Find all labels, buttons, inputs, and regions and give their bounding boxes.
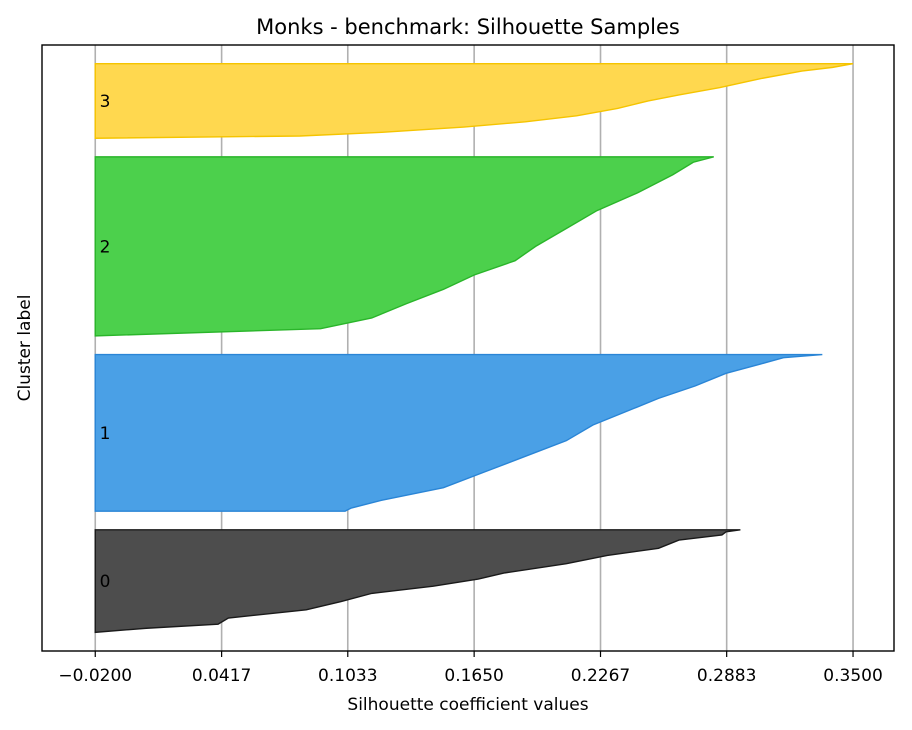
gridlines (94, 45, 854, 651)
chart-title: Monks - benchmark: Silhouette Samples (256, 15, 680, 39)
cluster-0-label: 0 (100, 572, 111, 592)
cluster-1-area (94, 353, 823, 512)
x-axis-label: Silhouette coefficient values (347, 695, 588, 715)
cluster-3-area (94, 62, 854, 139)
x-tick-label: 0.2883 (697, 666, 756, 686)
x-tick-label: 0.3500 (823, 666, 882, 686)
cluster-2-label: 2 (100, 237, 111, 257)
x-tick-label: 0.1650 (444, 666, 503, 686)
x-ticks: −0.0200 0.0417 0.1033 0.1650 0.2267 0.2883 0.3… (58, 651, 883, 686)
cluster-labels: 0 1 2 3 (100, 92, 111, 592)
x-tick-label: 0.0417 (192, 666, 251, 686)
plot-frame (41, 44, 895, 652)
cluster-0-area (94, 529, 741, 634)
cluster-3-label: 3 (100, 92, 111, 112)
cluster-areas (94, 62, 854, 634)
x-tick-label: −0.0200 (58, 666, 132, 686)
x-tick-label: 0.2267 (571, 666, 630, 686)
cluster-2-area (94, 156, 714, 337)
cluster-1-label: 1 (100, 424, 111, 444)
y-axis-label: Cluster label (15, 295, 35, 402)
x-tick-label: 0.1033 (318, 666, 377, 686)
